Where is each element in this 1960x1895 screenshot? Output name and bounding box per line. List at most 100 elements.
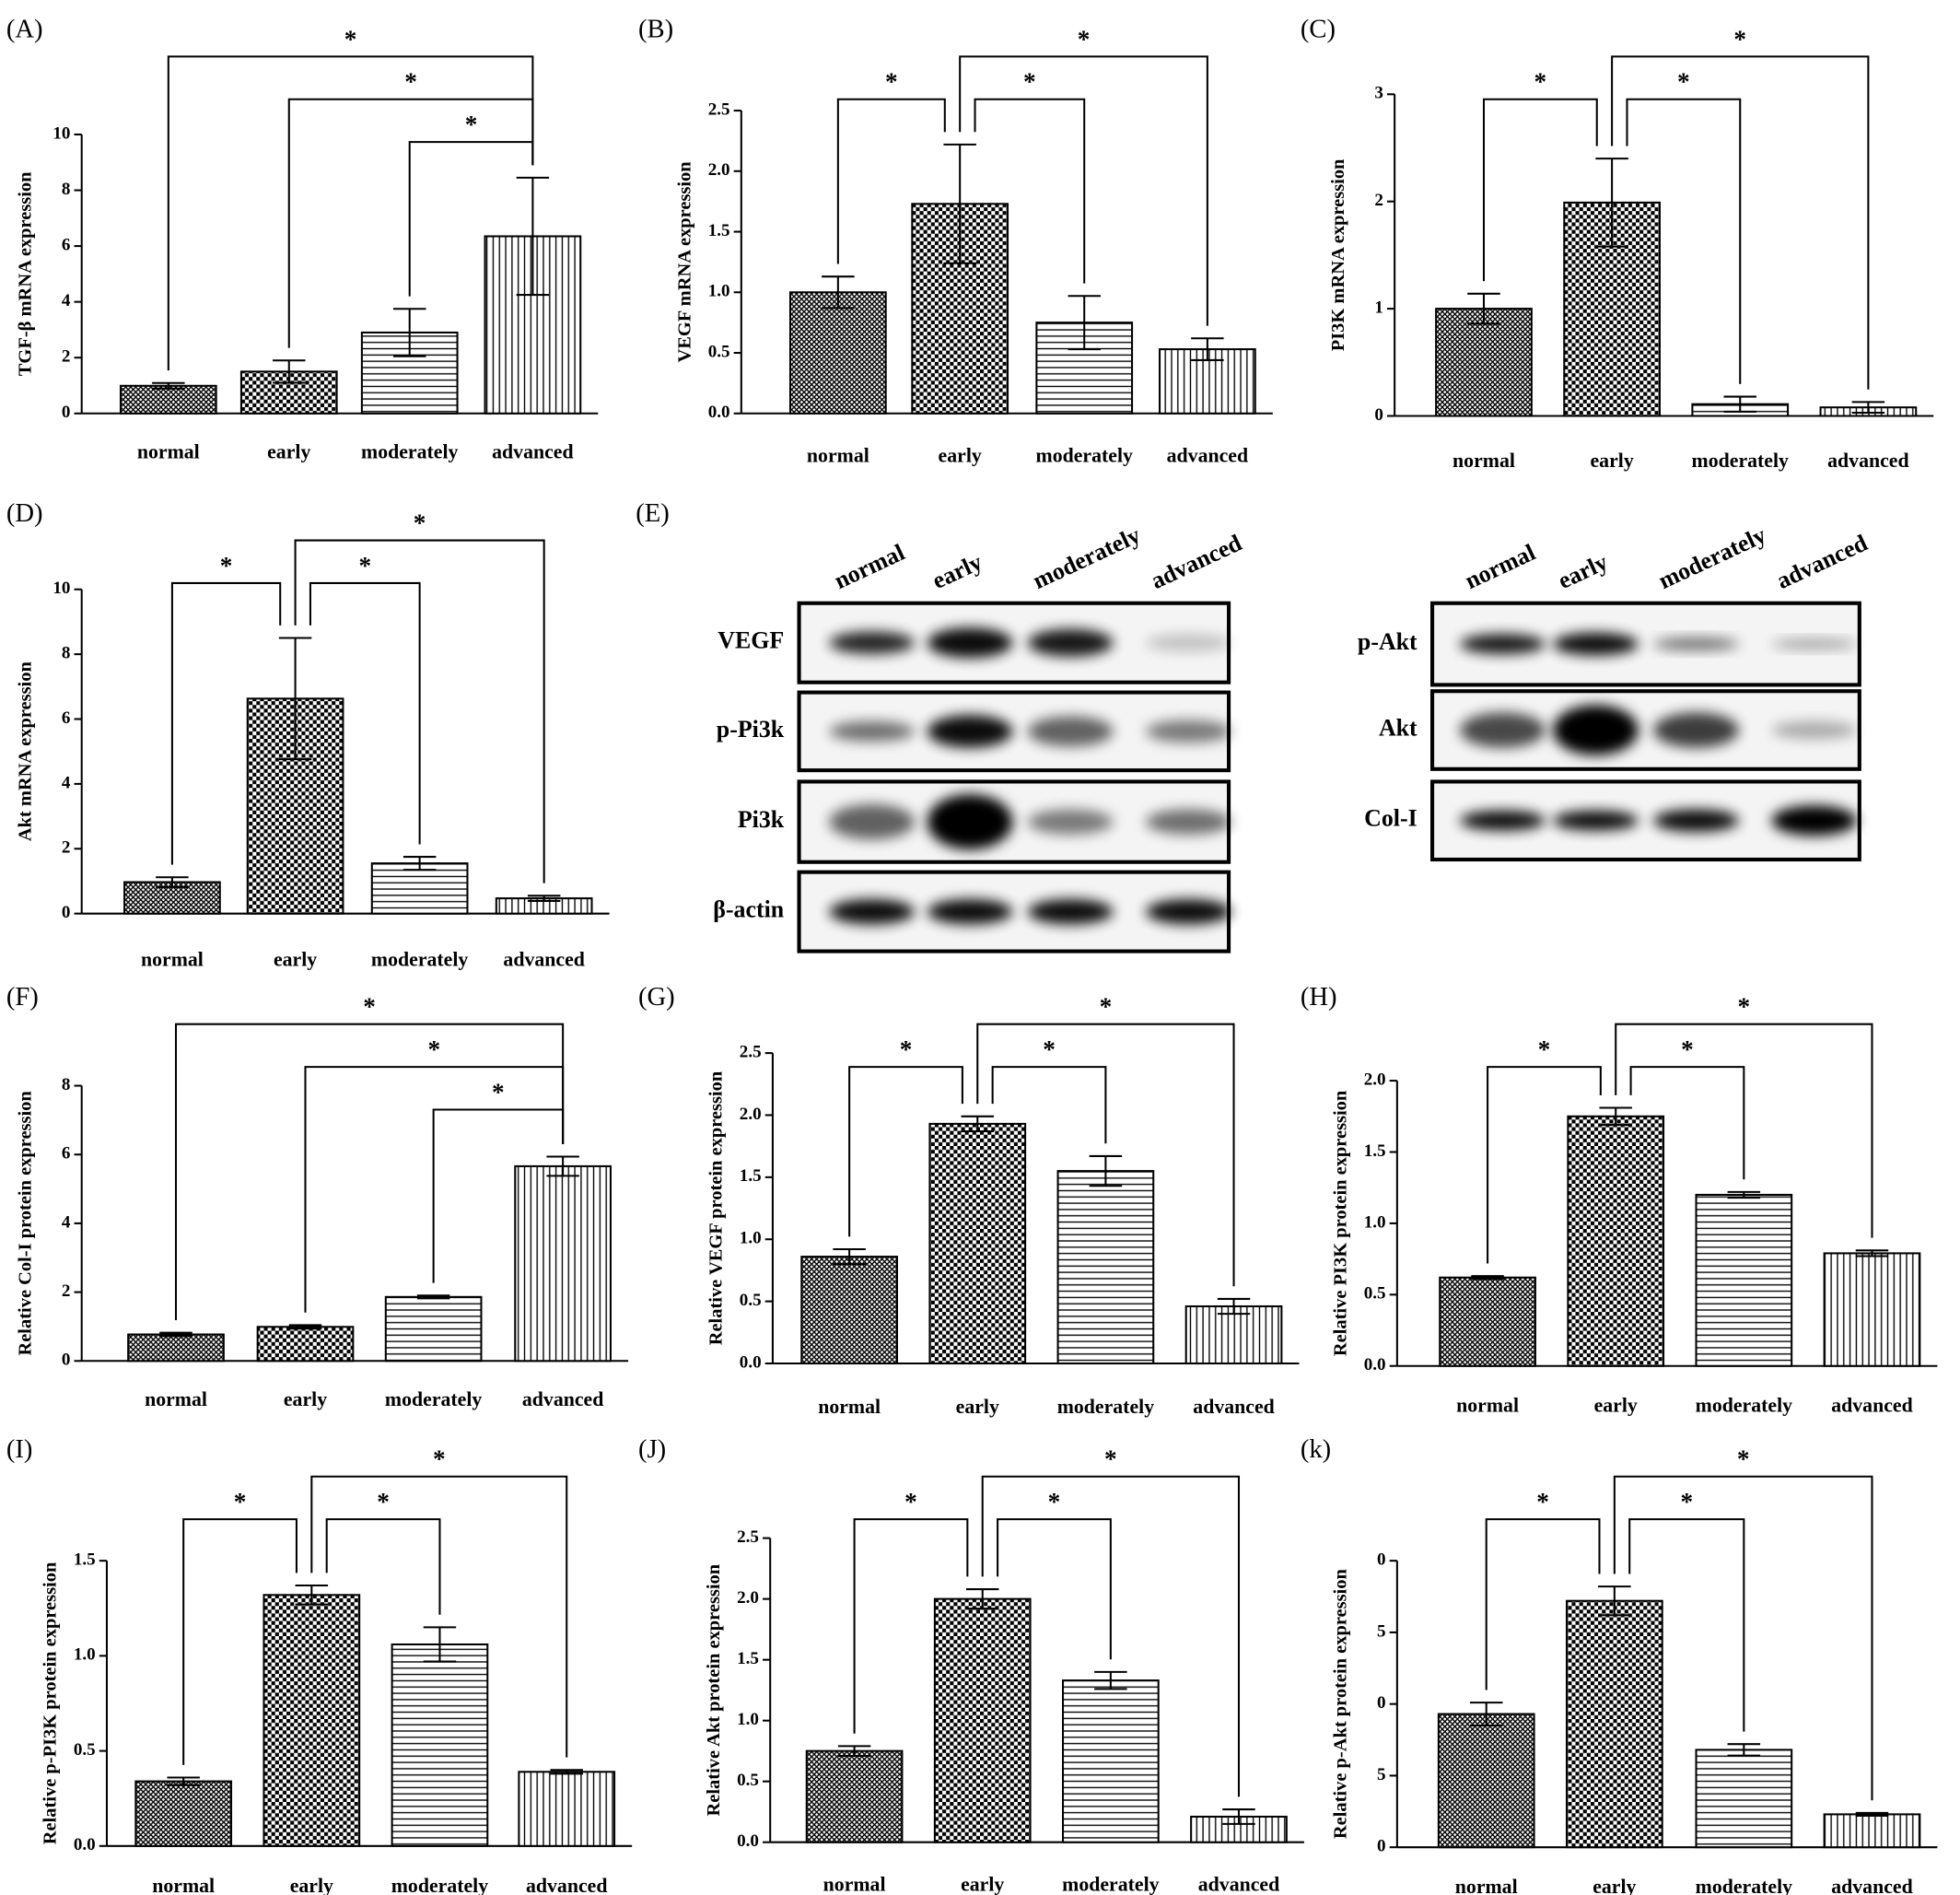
y-tick-label: 4	[62, 1212, 71, 1232]
y-axis-label: Relative Akt protein expression	[704, 1563, 724, 1816]
y-tick-label: 1.0	[74, 1645, 96, 1665]
lane-label: normal	[830, 539, 908, 594]
significance-bracket	[1613, 1475, 1873, 1801]
y-tick-label: 2.0	[740, 1105, 762, 1124]
y-axis-label: VEGF mRNA expression	[675, 161, 695, 363]
error-bar	[392, 308, 426, 357]
x-tick-label: moderately	[371, 949, 468, 971]
y-tick-label: 1	[1374, 298, 1383, 317]
y-tick-label: 10	[52, 123, 70, 143]
bar	[119, 384, 217, 415]
blot-band	[1027, 809, 1114, 835]
x-tick-label: advanced	[503, 949, 584, 971]
bar	[933, 1597, 1032, 1843]
y-axis-label: Akt mRNA expression	[15, 661, 35, 842]
x-tick-label: advanced	[526, 1875, 607, 1895]
significance-label: *	[1534, 68, 1547, 96]
bar-panel: (F) 0 2 4 6 8 Relative Col-I protein expressio…	[6, 982, 629, 1410]
error-bar	[273, 359, 306, 384]
y-tick-label: 1.0	[737, 1710, 759, 1729]
significance-label: *	[1104, 1445, 1117, 1473]
y-tick-label: 0.0	[708, 403, 730, 422]
y-axis-label: Relative p-Akt protein expression	[1331, 1569, 1351, 1840]
error-bar	[516, 176, 550, 297]
y-tick-label: 0	[62, 403, 71, 422]
panel-label: (H)	[1301, 982, 1337, 1012]
error-bar	[295, 1584, 329, 1606]
significance-bracket	[848, 1066, 963, 1237]
significance-label: *	[363, 993, 376, 1021]
significance-label: *	[234, 1488, 247, 1515]
significance-bracket	[1485, 1518, 1601, 1690]
error-bar	[1469, 1702, 1503, 1727]
significance-bracket	[294, 539, 545, 883]
x-tick-label: early	[284, 1388, 327, 1410]
significance-label: *	[1078, 25, 1091, 53]
y-tick-label: 6	[62, 235, 71, 254]
blot-band	[1146, 809, 1231, 835]
y-tick-label: 2.0	[737, 1588, 759, 1608]
y-tick-label: 0.5	[737, 1771, 759, 1790]
error-bar	[822, 275, 855, 310]
x-tick-label: moderately	[1057, 1396, 1154, 1418]
y-tick-label: 0.5	[74, 1740, 96, 1760]
x-tick-label: moderately	[1692, 450, 1789, 472]
error-bar	[1855, 1811, 1889, 1817]
significance-bracket	[325, 1518, 441, 1615]
error-bar	[167, 1776, 200, 1786]
blot-band	[1553, 810, 1639, 831]
y-tick-label: 0	[1377, 1693, 1386, 1713]
y-tick-label: 0	[1377, 1550, 1386, 1570]
significance-bracket	[981, 1475, 1241, 1797]
x-tick-label: advanced	[1831, 1876, 1912, 1895]
y-tick-label: 0.0	[737, 1831, 759, 1851]
western-blot: normal early moderately advancedVEGFp-Pi3kP…	[713, 521, 1872, 953]
row-label: β-actin	[713, 896, 785, 923]
bar	[256, 1326, 355, 1363]
y-tick-label: 2.0	[708, 160, 730, 180]
blot-band	[1771, 638, 1858, 649]
significance-label: *	[904, 1488, 917, 1515]
lane-label: advanced	[1772, 529, 1872, 594]
blot-band	[1653, 712, 1739, 748]
significance-label: *	[1738, 993, 1751, 1021]
y-tick-label: 4	[62, 773, 71, 792]
bar	[262, 1594, 361, 1847]
error-bar	[1599, 1106, 1632, 1127]
significance-label: *	[433, 1445, 446, 1473]
x-tick-label: normal	[137, 440, 200, 462]
significance-label: *	[1680, 1488, 1693, 1515]
significance-label: *	[404, 68, 417, 96]
significance-label: *	[1681, 1035, 1694, 1063]
x-tick-label: moderately	[391, 1875, 488, 1895]
y-tick-label: 0	[62, 1351, 71, 1370]
error-bar	[1598, 1585, 1631, 1617]
lane-label: moderately	[1654, 521, 1770, 594]
error-bar	[961, 1115, 995, 1133]
bar-panel: (D) 0 2 4 6 8 10 Akt mRNA expression normal early…	[6, 498, 610, 971]
error-bar	[1068, 295, 1101, 351]
x-tick-label: early	[274, 949, 317, 971]
bar-panel: (A) 0 2 4 6 8 10 TGF-β mRNA expression normal ear…	[6, 15, 599, 462]
error-bar	[278, 637, 312, 761]
error-bar	[152, 381, 185, 390]
x-tick-label: advanced	[1827, 450, 1908, 472]
x-tick-label: moderately	[1696, 1395, 1792, 1417]
significance-label: *	[885, 68, 898, 96]
bar-panel: (B) 0.0 0.5 1.0 1.5 2.0 2.5 VEGF mRNA expressio…	[638, 15, 1273, 467]
y-tick-label: 10	[52, 579, 70, 598]
y-tick-label: 2	[62, 838, 71, 858]
bar	[1439, 1276, 1536, 1367]
significance-bracket	[1629, 1066, 1745, 1180]
bar	[928, 1122, 1027, 1365]
bar-panel: (J) 0.0 0.5 1.0 1.5 2.0 2.5 Relative Akt protei…	[638, 1434, 1304, 1895]
significance-bracket	[309, 581, 421, 845]
x-tick-label: advanced	[1193, 1396, 1274, 1418]
x-tick-label: advanced	[1198, 1873, 1279, 1895]
bar	[370, 862, 469, 915]
bar	[514, 1164, 612, 1363]
blot-band	[1027, 898, 1114, 925]
error-bar	[1089, 1154, 1123, 1187]
lane-label: early	[928, 548, 986, 594]
